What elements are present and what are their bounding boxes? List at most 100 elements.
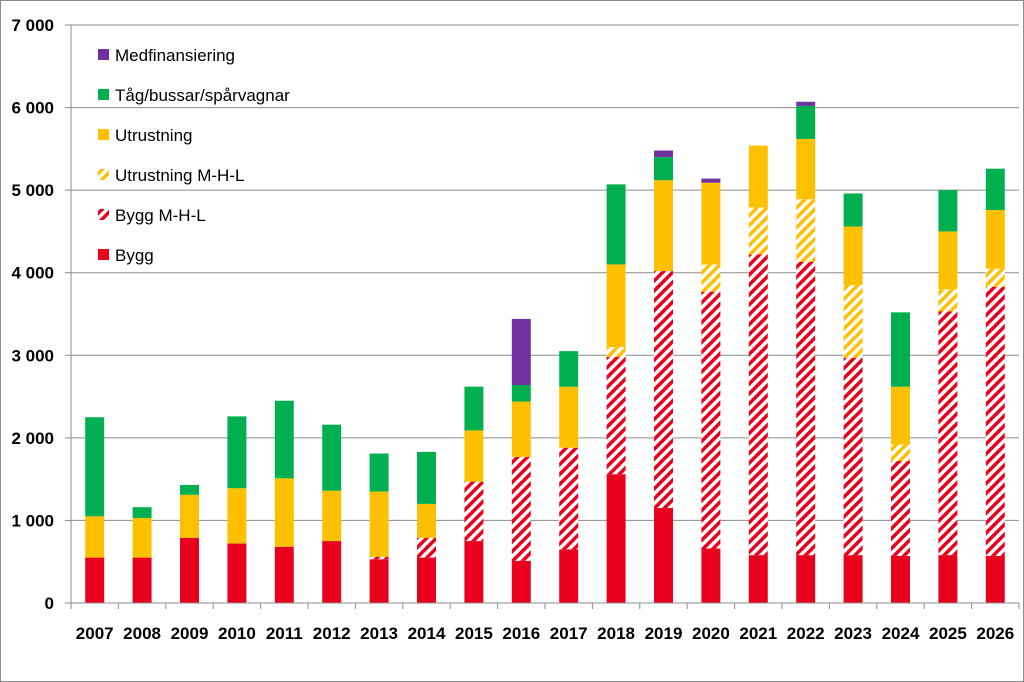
- bar-stack-2020: [701, 178, 721, 603]
- legend: Medfinansiering Tåg/bussar/spårvagnar Utru…: [98, 46, 290, 265]
- bar-bygg-m-h-l-2023: [843, 357, 863, 556]
- bar-bygg-m-h-l-2017: [559, 447, 579, 550]
- bar-t-g-bussar-sp-rvagnar-2022: [796, 105, 816, 139]
- y-tick-label: 7 000: [11, 16, 54, 35]
- bar-stack-2011: [274, 400, 294, 603]
- bar-t-g-bussar-sp-rvagnar-2011: [274, 400, 294, 479]
- bar-bygg-2023: [843, 555, 863, 603]
- bar-utrustning-2014: [417, 503, 436, 538]
- legend-label: Bygg M-H-L: [115, 206, 206, 225]
- y-tick-label: 2 000: [11, 429, 54, 448]
- bar-utrustning-2015: [464, 430, 484, 482]
- bar-utrustning-2009: [180, 494, 199, 538]
- bar-utrustning-2024: [891, 386, 910, 445]
- bar-stack-2017: [559, 351, 579, 603]
- bar-t-g-bussar-sp-rvagnar-2026: [985, 168, 1005, 210]
- x-tick-label: 2013: [360, 624, 398, 643]
- x-tick-label: 2020: [692, 624, 730, 643]
- x-tick-label: 2018: [597, 624, 635, 643]
- bar-bygg-2024: [891, 555, 910, 603]
- bar-stack-2007: [85, 417, 105, 603]
- bar-stack-2008: [132, 507, 152, 603]
- y-axis-tick-labels: 0 1 000 2 000 3 000 4 000 5 000 6 000 7 000: [11, 16, 54, 613]
- bar-utrustning-m-h-l-2018: [606, 347, 626, 357]
- bar-utrustning-m-h-l-2026: [985, 268, 1005, 287]
- bar-utrustning-2019: [654, 180, 673, 272]
- bar-utrustning-2016: [511, 401, 531, 457]
- bar-utrustning-2010: [227, 488, 247, 544]
- bar-stack-2016: [511, 318, 531, 603]
- bar-utrustning-m-h-l-2021: [748, 207, 768, 255]
- bar-bygg-m-h-l-2014: [417, 537, 436, 558]
- x-tick-label: 2019: [645, 624, 683, 643]
- bar-bygg-2010: [227, 543, 247, 603]
- bar-t-g-bussar-sp-rvagnar-2016: [511, 385, 531, 402]
- bar-stack-2010: [227, 416, 247, 603]
- bar-t-g-bussar-sp-rvagnar-2013: [369, 453, 389, 492]
- bar-utrustning-2011: [274, 478, 294, 547]
- bar-bygg-2014: [417, 557, 436, 603]
- bar-stack-2015: [464, 386, 484, 603]
- bar-medfinansiering-2020: [701, 178, 721, 183]
- bar-utrustning-2012: [322, 490, 342, 542]
- legend-label: Medfinansiering: [115, 46, 235, 65]
- y-tick-label: 4 000: [11, 264, 54, 283]
- bar-utrustning-2008: [132, 517, 152, 558]
- bar-stack-2018: [606, 184, 626, 603]
- legend-item-utrustning-m-h-l: Utrustning M-H-L: [98, 166, 244, 185]
- x-tick-label: 2026: [976, 624, 1014, 643]
- bar-stack-2024: [891, 312, 910, 603]
- bar-utrustning-m-h-l-2024: [891, 444, 910, 461]
- bar-t-g-bussar-sp-rvagnar-2008: [132, 507, 152, 518]
- bar-bygg-m-h-l-2019: [654, 271, 673, 509]
- legend-label: Tåg/bussar/spårvagnar: [115, 86, 290, 105]
- bar-stack-2014: [417, 451, 436, 603]
- bar-t-g-bussar-sp-rvagnar-2018: [606, 184, 626, 265]
- bar-bygg-2011: [274, 546, 294, 603]
- bar-bygg-2017: [559, 549, 579, 603]
- x-tick-label: 2010: [218, 624, 256, 643]
- bar-stack-2022: [796, 101, 816, 603]
- bar-stack-2019: [654, 150, 673, 603]
- legend-item-utrustning: Utrustning: [98, 126, 192, 145]
- bar-utrustning-2018: [606, 264, 626, 348]
- axes: [65, 24, 1020, 609]
- bar-utrustning-m-h-l-2025: [938, 289, 958, 312]
- bar-utrustning-2007: [85, 516, 105, 558]
- legend-swatch: [98, 129, 109, 140]
- y-tick-label: 5 000: [11, 181, 54, 200]
- x-tick-label: 2021: [739, 624, 777, 643]
- bar-bygg-m-h-l-2016: [511, 456, 531, 561]
- legend-label: Bygg: [115, 246, 154, 265]
- x-axis-tick-labels: 2007 2008 2009 2010 2011 2012 2013 2014 2015 2016…: [76, 624, 1014, 643]
- bar-utrustning-2022: [796, 138, 816, 200]
- bar-medfinansiering-2022: [796, 101, 816, 106]
- bar-bygg-m-h-l-2021: [748, 254, 768, 556]
- legend-item-t-g-bussar-sp-rvagnar: Tåg/bussar/spårvagnar: [98, 86, 290, 105]
- x-tick-label: 2007: [76, 624, 114, 643]
- y-tick-label: 0: [45, 594, 54, 613]
- y-tick-label: 3 000: [11, 346, 54, 365]
- y-tick-label: 6 000: [11, 99, 54, 118]
- bar-utrustning-2017: [559, 386, 579, 448]
- bar-bygg-2008: [132, 557, 152, 603]
- bar-utrustning-2025: [938, 231, 958, 290]
- bar-t-g-bussar-sp-rvagnar-2019: [654, 157, 673, 181]
- bar-utrustning-m-h-l-2020: [701, 264, 721, 292]
- bar-stack-2012: [322, 424, 342, 603]
- bar-bygg-m-h-l-2022: [796, 261, 816, 556]
- bar-stack-2025: [938, 190, 958, 603]
- legend-swatch: [98, 209, 109, 220]
- y-tick-label: 1 000: [11, 511, 54, 530]
- bar-t-g-bussar-sp-rvagnar-2015: [464, 386, 484, 431]
- bar-utrustning-2013: [369, 491, 389, 557]
- legend-label: Utrustning M-H-L: [115, 166, 244, 185]
- bar-t-g-bussar-sp-rvagnar-2017: [559, 351, 579, 387]
- legend-item-medfinansiering: Medfinansiering: [98, 46, 235, 65]
- bar-utrustning-m-h-l-2022: [796, 199, 816, 262]
- legend-swatch: [98, 49, 109, 60]
- bar-utrustning-2021: [748, 145, 768, 208]
- legend-item-bygg-m-h-l: Bygg M-H-L: [98, 206, 206, 225]
- legend-label: Utrustning: [115, 126, 192, 145]
